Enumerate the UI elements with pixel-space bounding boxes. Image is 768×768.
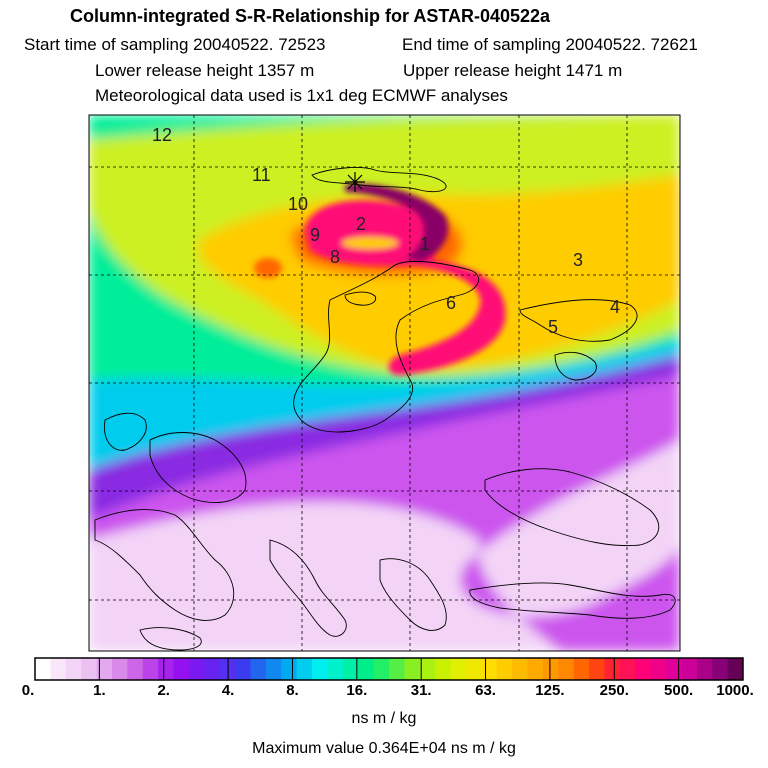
- colorbar-tick-label: 125.: [535, 682, 565, 699]
- colorbar-swatch: [81, 658, 98, 680]
- colorbar-swatch: [496, 658, 513, 680]
- colorbar-swatch: [188, 658, 205, 680]
- colorbar-swatch: [650, 658, 667, 680]
- colorbar-tick-label: 1.: [93, 682, 106, 699]
- colorbar-swatch: [96, 658, 113, 680]
- colorbar-swatch: [604, 658, 621, 680]
- colorbar-frame: [34, 657, 744, 681]
- colorbar-swatch: [173, 658, 190, 680]
- met-data-label: Meteorological data used is 1x1 deg ECMW…: [95, 86, 508, 105]
- colorbar-swatch: [435, 658, 452, 680]
- field-band-blue: [89, 355, 680, 520]
- colorbar-tick-label: 1000.: [716, 682, 754, 699]
- colorbar-swatch: [558, 658, 575, 680]
- colorbar-units: ns m / kg: [351, 710, 417, 727]
- time-marker: 4: [610, 297, 620, 317]
- colorbar-swatch: [373, 658, 390, 680]
- colorbar-swatch: [635, 658, 652, 680]
- plume-dark-core: [345, 183, 449, 262]
- colorbar-swatch: [481, 658, 498, 680]
- colorbar-swatch: [727, 658, 744, 680]
- colorbar-tick-label: 16.: [346, 682, 368, 699]
- colorbar-swatch: [619, 658, 636, 680]
- field-spot-red: [254, 258, 282, 278]
- colorbar-swatch: [419, 658, 436, 680]
- time-marker: 8: [330, 247, 340, 267]
- colorbar-tick-label: 63.: [475, 682, 496, 699]
- colorbar-swatch: [666, 658, 682, 680]
- colorbar-swatch: [111, 658, 128, 680]
- colorbar-swatch: [127, 658, 144, 680]
- colorbar-swatch: [342, 658, 359, 680]
- start-time-label: Start time of sampling 20040522. 72523: [24, 35, 326, 54]
- colorbar-swatch: [712, 658, 729, 680]
- colorbar-tick-label: 250.: [599, 682, 629, 699]
- colorbar-swatch: [389, 658, 405, 680]
- colorbar-swatch: [142, 658, 159, 680]
- maximum-value-text: Maximum value 0.364E+04 ns m / kg: [252, 740, 516, 757]
- colorbar-swatch: [542, 658, 559, 680]
- colorbar-swatch: [512, 658, 529, 680]
- release-site-marker: [345, 172, 365, 192]
- colorbar-tick-label: 4.: [221, 682, 235, 699]
- upper-height-label: Upper release height 1471 m: [403, 61, 623, 80]
- colorbar-swatch: [296, 658, 313, 680]
- colorbar-swatch: [527, 658, 544, 680]
- time-marker: 1: [420, 234, 430, 254]
- colorbar-tick-label: 8.: [286, 682, 299, 699]
- colorbar-swatch: [250, 658, 267, 680]
- colorbar-swatch: [681, 658, 698, 680]
- time-marker: 10: [288, 194, 308, 214]
- map-frame: [88, 114, 681, 652]
- colorbar-swatch: [312, 658, 328, 680]
- time-marker: 5: [548, 317, 558, 337]
- time-marker: 11: [252, 165, 271, 185]
- colorbar-tick-label: 31.: [410, 682, 432, 699]
- colorbar-swatch: [35, 658, 51, 680]
- end-time-label: End time of sampling 20040522. 72621: [402, 35, 698, 54]
- colorbar-tick-label: 0.: [21, 682, 35, 699]
- colorbar-swatch: [465, 658, 482, 680]
- colorbar-swatch: [50, 658, 67, 680]
- colorbar: [34, 657, 744, 681]
- colorbar-swatch: [404, 658, 421, 680]
- lower-height-label: Lower release height 1357 m: [95, 61, 315, 80]
- colorbar-swatch: [573, 658, 590, 680]
- gridlines: [89, 115, 680, 651]
- colorbar-swatch: [235, 658, 251, 680]
- time-marker: 6: [446, 293, 456, 313]
- field-band-purple: [89, 375, 680, 651]
- time-marker: 3: [573, 250, 583, 270]
- colorbar-tick-label: 2.: [157, 682, 170, 699]
- colorbar-swatch: [204, 658, 221, 680]
- colorbar-tick-label: 500.: [664, 682, 694, 699]
- sensitivity-field: [89, 115, 680, 651]
- colorbar-swatch: [450, 658, 467, 680]
- colorbar-swatch: [358, 658, 375, 680]
- colorbar-swatch: [696, 658, 713, 680]
- plume-inner-hole: [342, 237, 398, 249]
- map-title: Column-integrated S-R-Relationship for A…: [70, 6, 551, 26]
- time-marker: 9: [310, 225, 320, 245]
- colorbar-swatch: [158, 658, 175, 680]
- colorbar-swatch: [281, 658, 298, 680]
- time-marker: 2: [356, 214, 366, 234]
- colorbar-swatch: [265, 658, 282, 680]
- colorbar-swatch: [65, 658, 82, 680]
- colorbar-swatch: [589, 658, 605, 680]
- time-marker: 12: [152, 125, 172, 145]
- colorbar-swatch: [327, 658, 344, 680]
